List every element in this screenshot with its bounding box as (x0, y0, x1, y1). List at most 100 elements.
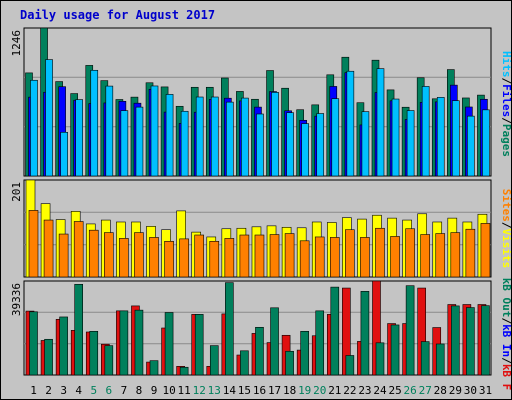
pages-bar-day-4 (75, 99, 83, 177)
pages-bar-day-6 (105, 85, 114, 177)
pages-bar-day-18 (286, 112, 294, 177)
kbout-bar-day-7 (119, 310, 129, 376)
sites-bar-day-14 (224, 238, 235, 278)
sites-bar-day-30 (465, 228, 476, 278)
legend-entry-kb-f: kB F (500, 364, 511, 391)
sites-bar-day-6 (104, 232, 114, 278)
x-tick-label-day-11: 11 (178, 384, 191, 397)
sites-bar-day-1 (28, 210, 39, 278)
pages-bar-day-22 (346, 70, 355, 177)
pages-bar-day-5 (90, 69, 99, 177)
kbout-bar-day-31 (481, 305, 490, 376)
pages-bar-day-17 (271, 92, 279, 177)
sites-bar-day-8 (134, 232, 144, 278)
pages-bar-day-3 (60, 131, 68, 177)
legend-separator: / (500, 117, 511, 124)
sites-bar-day-20 (314, 236, 325, 278)
x-tick-label-day-29: 29 (449, 384, 462, 397)
pages-bar-day-10 (165, 94, 174, 177)
legend-separator: / (500, 317, 511, 324)
kbout-bar-day-25 (390, 324, 400, 376)
kbout-bar-day-3 (59, 316, 68, 376)
kbout-bar-day-5 (89, 330, 99, 376)
kbout-bar-day-27 (420, 341, 430, 376)
x-tick-label-day-5: 5 (90, 384, 97, 397)
sites-bar-day-3 (58, 233, 69, 278)
x-tick-label-day-26: 26 (404, 384, 417, 397)
kbout-bar-day-11 (179, 366, 189, 376)
pages-bar-day-23 (361, 111, 370, 177)
sites-bar-day-13 (209, 240, 220, 278)
x-tick-label-day-15: 15 (238, 384, 251, 397)
pages-bar-day-28 (436, 97, 445, 177)
kbout-bar-day-28 (435, 343, 445, 376)
y-max-label-kb: 39336 (10, 283, 23, 316)
kbout-bar-day-13 (209, 345, 219, 376)
x-tick-label-day-30: 30 (464, 384, 477, 397)
sites-bar-day-4 (73, 221, 84, 278)
sites-bar-day-2 (43, 219, 54, 278)
pages-bar-day-1 (30, 79, 38, 177)
pages-bar-day-31 (482, 109, 490, 177)
sites-bar-day-21 (329, 237, 340, 278)
kbout-bar-day-15 (240, 350, 249, 376)
x-tick-label-day-13: 13 (208, 384, 221, 397)
pages-bar-day-30 (467, 115, 475, 177)
pages-bar-day-19 (301, 123, 309, 177)
pages-bar-day-29 (452, 100, 460, 177)
x-tick-label-day-10: 10 (162, 384, 175, 397)
pages-bar-day-2 (45, 59, 53, 177)
kbout-bar-day-14 (225, 282, 234, 376)
legend-entry-hits: Hits (500, 51, 511, 78)
sites-bar-day-22 (345, 229, 355, 278)
kbout-bar-day-17 (270, 307, 279, 376)
kbout-bar-day-1 (29, 311, 38, 376)
pages-bar-day-8 (135, 106, 144, 177)
kbout-bar-day-29 (451, 305, 460, 376)
pages-bar-day-21 (331, 98, 340, 177)
pages-bar-day-15 (241, 97, 249, 177)
x-tick-label-day-18: 18 (283, 384, 296, 397)
kbout-bar-day-26 (405, 285, 415, 376)
legend-entry-visits: Visits (500, 229, 511, 269)
legend-separator: / (500, 78, 511, 85)
kbout-bar-day-19 (300, 330, 309, 376)
x-tick-label-day-31: 31 (479, 384, 492, 397)
sites-bar-day-19 (299, 240, 310, 278)
kbout-bar-day-23 (360, 291, 370, 376)
sites-bar-day-12 (194, 234, 205, 278)
pages-bar-day-27 (421, 86, 430, 177)
sites-bar-day-7 (119, 238, 129, 278)
sites-bar-day-10 (164, 240, 174, 278)
x-tick-label-day-24: 24 (373, 384, 387, 397)
pages-bar-day-11 (180, 110, 189, 177)
x-tick-label-day-3: 3 (60, 384, 67, 397)
kbout-bar-day-22 (345, 355, 355, 376)
kbout-bar-day-8 (134, 309, 144, 376)
kbout-bar-day-12 (194, 314, 204, 376)
x-tick-label-day-4: 4 (75, 384, 82, 397)
sites-bar-day-24 (375, 227, 385, 278)
x-tick-label-day-8: 8 (136, 384, 143, 397)
pages-bar-day-7 (120, 110, 129, 177)
sites-bar-day-5 (88, 229, 99, 278)
pages-bar-day-26 (406, 110, 415, 177)
legend-separator: / (500, 357, 511, 364)
x-tick-label-day-27: 27 (419, 384, 432, 397)
kbout-bar-day-20 (315, 310, 325, 376)
x-tick-label-day-23: 23 (358, 384, 371, 397)
x-tick-label-day-14: 14 (223, 384, 237, 397)
kbout-bar-day-2 (44, 338, 53, 376)
sites-bar-day-15 (239, 234, 250, 278)
legend-kb: kB Out/kB In/kB F (500, 278, 511, 391)
x-tick-label-day-20: 20 (313, 384, 326, 397)
sites-bar-day-25 (390, 236, 400, 278)
x-tick-label-day-21: 21 (328, 384, 341, 397)
sites-bar-day-16 (254, 234, 265, 278)
legend-pages-files-hits: Hits/Files/Pages (500, 51, 511, 157)
x-tick-label-day-1: 1 (30, 384, 37, 397)
pages-bar-day-24 (376, 68, 385, 177)
sites-bar-day-26 (405, 228, 415, 278)
legend-entry-kb-out: kB Out (500, 278, 511, 318)
